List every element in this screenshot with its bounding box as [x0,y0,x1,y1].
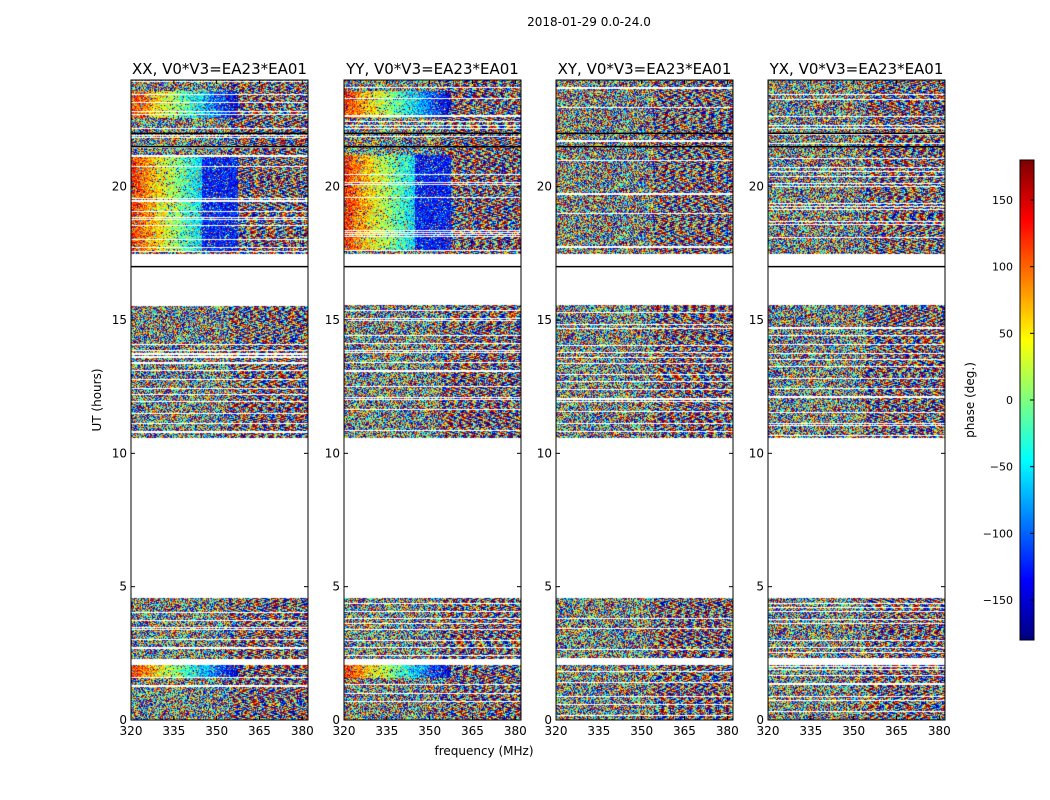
panels-group: XX, V0*V3=EA23*EA01 320 335 350 365 380 0 5 10 15… [112,60,951,738]
x-tick-label: 335 [162,724,185,738]
panel-2: YY, V0*V3=EA23*EA01 320 335 350 365 380 0 5 10 15… [325,60,527,738]
y-tick-label: 15 [112,313,127,327]
colorbar-label: phase (deg.) [963,362,977,438]
heatmap-image [344,80,521,720]
heatmap-image [131,80,308,720]
colorbar-tick-label: −50 [990,461,1013,474]
colorbar-tick-label: 150 [992,194,1013,207]
y-tick-label: 15 [325,313,340,327]
colorbar-ticks: −150 −100 −50 0 50 100 150 [983,194,1034,607]
x-tick-label: 320 [545,724,568,738]
colorbar-tick-label: −100 [983,527,1013,540]
x-tick-label: 380 [928,724,951,738]
panel-frame [555,79,734,721]
y-tick-label: 15 [749,313,764,327]
x-tick-label: 335 [587,724,610,738]
colorbar-tick-label: 0 [1006,394,1013,407]
panel-title: YX, V0*V3=EA23*EA01 [769,60,944,78]
x-tick-label: 335 [799,724,822,738]
y-tick-label: 10 [112,446,127,460]
panel-title: XY, V0*V3=EA23*EA01 [558,60,732,78]
y-tick-label: 10 [749,446,764,460]
panel-frame [343,79,522,721]
panel-title: YY, V0*V3=EA23*EA01 [345,60,519,78]
x-tick-label: 335 [375,724,398,738]
y-tick-label: 15 [537,313,552,327]
y-tick-label: 5 [119,580,127,594]
x-tick-label: 380 [291,724,314,738]
panel-3: XY, V0*V3=EA23*EA01 320 335 350 365 380 0 5 10 15… [537,60,739,738]
x-tick-label: 365 [885,724,908,738]
y-tick-label: 0 [119,713,127,727]
suptitle: 2018-01-29 0.0-24.0 [527,15,651,29]
y-tick-label: 20 [112,180,127,194]
y-tick-label: 5 [332,580,340,594]
x-tick-label: 365 [673,724,696,738]
y-axis-label: UT (hours) [90,368,104,431]
x-tick-label: 350 [418,724,441,738]
colorbar-tick-label: 100 [992,261,1013,274]
x-tick-label: 320 [120,724,143,738]
colorbar: −150 −100 −50 0 50 100 150 phase (deg.) [963,159,1035,641]
x-tick-label: 320 [757,724,780,738]
x-tick-label: 380 [504,724,527,738]
panel-4: YX, V0*V3=EA23*EA01 320 335 350 365 380 0 5 10 15… [749,60,951,738]
x-tick-label: 350 [205,724,228,738]
y-tick-label: 20 [325,180,340,194]
x-tick-label: 365 [248,724,271,738]
colorbar-tick-label: −150 [983,594,1013,607]
heatmap-image [768,80,945,720]
colorbar-tick-label: 50 [999,327,1013,340]
y-tick-label: 10 [325,446,340,460]
x-tick-label: 350 [630,724,653,738]
x-tick-label: 320 [333,724,356,738]
x-tick-label: 350 [842,724,865,738]
y-tick-label: 5 [544,580,552,594]
x-tick-label: 380 [716,724,739,738]
y-tick-label: 10 [537,446,552,460]
heatmap-image [556,80,733,720]
y-tick-label: 0 [332,713,340,727]
x-tick-label: 365 [461,724,484,738]
y-tick-label: 0 [756,713,764,727]
panel-1: XX, V0*V3=EA23*EA01 320 335 350 365 380 0 5 10 15… [112,60,314,738]
panel-frame [130,79,309,721]
y-tick-label: 20 [749,180,764,194]
y-tick-label: 20 [537,180,552,194]
panel-frame [767,79,946,721]
x-axis-label: frequency (MHz) [434,744,533,758]
y-tick-label: 0 [544,713,552,727]
y-tick-label: 5 [756,580,764,594]
panel-title: XX, V0*V3=EA23*EA01 [132,60,307,78]
